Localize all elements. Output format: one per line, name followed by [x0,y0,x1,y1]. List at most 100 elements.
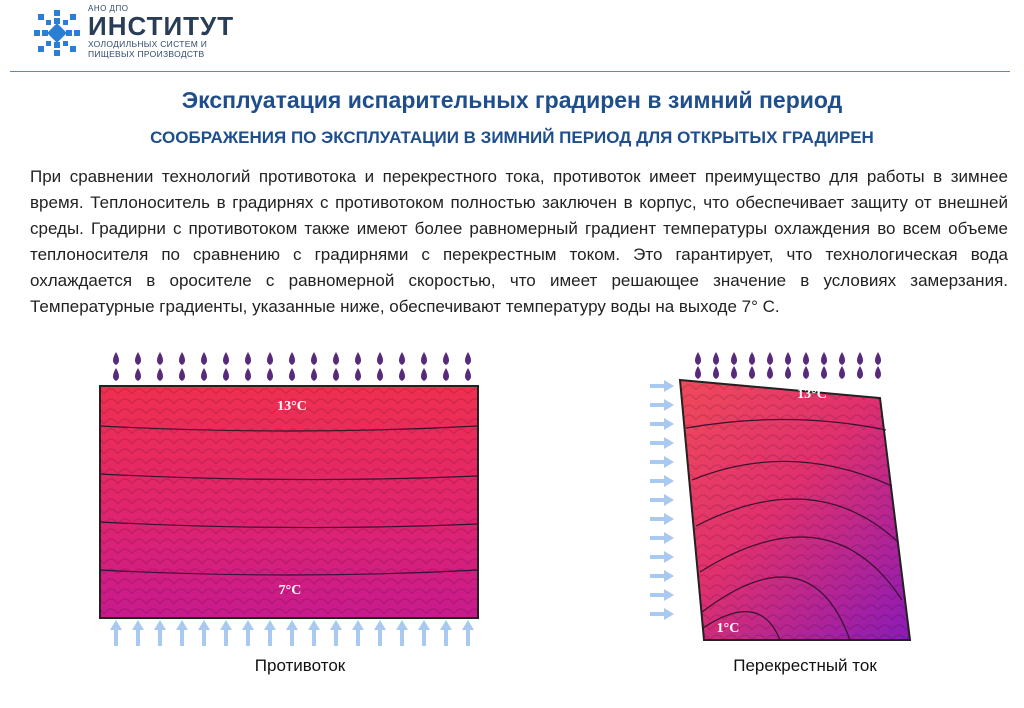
water-drop-icon [443,352,449,365]
water-drop-icon [333,368,339,381]
water-drop-icon [157,368,163,381]
left-top-temp: 13°C [277,399,307,414]
air-arrow-icon [132,620,144,646]
water-drop-icon [421,368,427,381]
water-drop-icon [267,368,273,381]
left-bottom-temp: 7°C [279,583,302,598]
water-drop-icon [135,352,141,365]
air-arrow-icon [650,608,674,620]
body-paragraph: При сравнении технологий противотока и п… [30,167,1008,316]
water-drop-icon [803,366,809,379]
air-arrow-icon [650,570,674,582]
water-drop-icon [731,352,737,365]
water-drop-icon [179,368,185,381]
air-arrow-icon [650,475,674,487]
water-drop-icon [333,352,339,365]
water-drop-icon [785,366,791,379]
air-arrow-icon [154,620,166,646]
water-drop-icon [803,352,809,365]
page-subtitle: СООБРАЖЕНИЯ ПО ЭКСПЛУАТАЦИИ В ЗИМНИЙ ПЕР… [150,128,874,147]
page-title: Эксплуатация испарительных градирен в зи… [181,87,843,113]
snowflake-icon [34,10,80,56]
water-drop-icon [443,368,449,381]
logo-title: ИНСТИТУТ [88,11,235,41]
air-arrow-icon [650,437,674,449]
air-arrow-icon [198,620,210,646]
water-drop-icon [113,368,119,381]
water-drop-icon [857,352,863,365]
water-drop-icon [267,352,273,365]
water-drop-icon [713,352,719,365]
air-arrows [110,620,474,646]
air-arrow-icon [242,620,254,646]
water-drop-icon [465,352,471,365]
counterflow-diagram: 13°C 7°C [99,352,479,646]
water-drop-icon [821,352,827,365]
air-arrow-icon [374,620,386,646]
air-arrow-icon [308,620,320,646]
water-drop-icon [767,366,773,379]
water-drop-icon [311,352,317,365]
water-drop-icon [749,366,755,379]
logo-small-text: АНО ДПО [88,4,129,13]
air-arrow-icon [220,620,232,646]
air-arrow-icon [396,620,408,646]
air-arrow-icon [650,399,674,411]
water-drop-icon [135,368,141,381]
air-arrow-icon [650,513,674,525]
logo-line-1: ХОЛОДИЛЬНЫХ СИСТЕМ И [88,39,208,49]
water-drop-icon [245,368,251,381]
water-drop-icon [875,352,881,365]
air-arrow-icon [286,620,298,646]
water-drop-icon [179,352,185,365]
air-arrow-icon [650,551,674,563]
logo-line-2: ПИЩЕВЫХ ПРОИЗВОДСТВ [88,49,205,59]
air-arrow-icon [650,532,674,544]
air-arrow-icon [352,620,364,646]
air-arrow-icon [176,620,188,646]
water-drop-icon [355,368,361,381]
right-top-temp: 13°C [797,387,827,402]
water-drop-icon [767,352,773,365]
water-drop-icon [731,366,737,379]
fill-texture [680,380,910,640]
water-drop-icon [713,366,719,379]
water-drop-icon [201,352,207,365]
water-drop-icon [289,368,295,381]
water-drop-icon [399,352,405,365]
water-drop-icon [695,366,701,379]
air-arrows [650,380,674,620]
air-arrow-icon [330,620,342,646]
water-drop-icon [421,352,427,365]
water-drop-icon [377,368,383,381]
air-arrow-icon [110,620,122,646]
left-caption: Противоток [254,656,346,675]
air-arrow-icon [650,380,674,392]
crossflow-diagram: 13°C 1°C [650,352,912,641]
air-arrow-icon [462,620,474,646]
water-drop-icon [113,352,119,365]
air-arrow-icon [418,620,430,646]
fill-texture [100,386,478,618]
water-drop-icon [465,368,471,381]
air-arrow-icon [440,620,452,646]
water-drop-icon [289,352,295,365]
water-drop-icon [245,352,251,365]
water-drop-icon [839,352,845,365]
water-drop-icon [821,366,827,379]
air-arrow-icon [650,418,674,430]
water-drop-icon [223,368,229,381]
water-drops [113,352,471,381]
water-drop-icon [749,352,755,365]
header-divider [10,71,1010,72]
water-drop-icon [157,352,163,365]
water-drop-icon [785,352,791,365]
water-drop-icon [875,366,881,379]
water-drop-icon [377,352,383,365]
water-drop-icon [399,368,405,381]
air-arrow-icon [650,589,674,601]
water-drop-icon [839,366,845,379]
water-drop-icon [695,352,701,365]
water-drops [695,352,881,379]
water-drop-icon [355,352,361,365]
